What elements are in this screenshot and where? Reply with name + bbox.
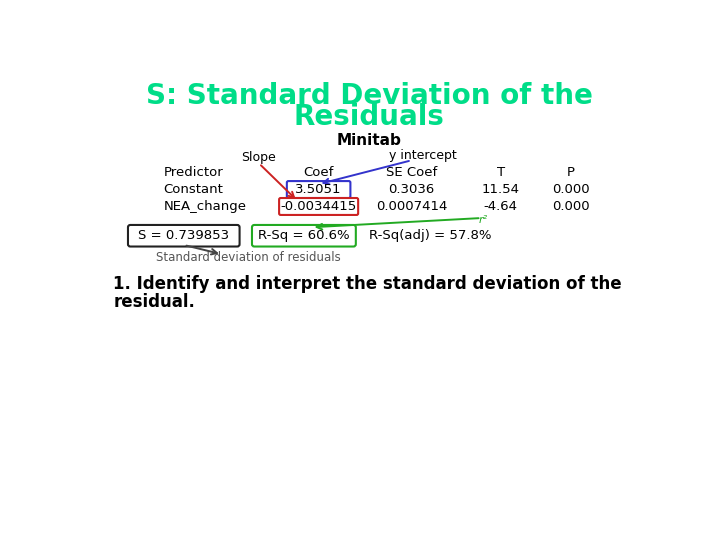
Text: S = 0.739853: S = 0.739853 xyxy=(138,230,230,242)
Text: 1. Identify and interpret the standard deviation of the: 1. Identify and interpret the standard d… xyxy=(113,275,622,293)
Text: Constant: Constant xyxy=(163,183,223,196)
Text: 0.000: 0.000 xyxy=(552,200,589,213)
Text: 11.54: 11.54 xyxy=(482,183,520,196)
Text: Coef: Coef xyxy=(303,166,334,179)
FancyBboxPatch shape xyxy=(128,225,240,247)
Text: R-Sq = 60.6%: R-Sq = 60.6% xyxy=(258,230,350,242)
Text: Predictor: Predictor xyxy=(163,166,223,179)
Text: Residuals: Residuals xyxy=(294,103,444,131)
Text: P: P xyxy=(567,166,575,179)
Text: Slope: Slope xyxy=(242,151,276,164)
FancyBboxPatch shape xyxy=(279,198,358,215)
Text: Minitab: Minitab xyxy=(336,133,402,148)
Text: -4.64: -4.64 xyxy=(484,200,518,213)
Text: residual.: residual. xyxy=(113,293,195,311)
Text: S: Standard Deviation of the: S: Standard Deviation of the xyxy=(145,82,593,110)
Text: 3.5051: 3.5051 xyxy=(295,183,342,196)
FancyBboxPatch shape xyxy=(252,225,356,247)
Text: SE Coef: SE Coef xyxy=(386,166,437,179)
Text: R-Sq(adj) = 57.8%: R-Sq(adj) = 57.8% xyxy=(369,230,492,242)
FancyBboxPatch shape xyxy=(287,181,351,198)
Text: 0.000: 0.000 xyxy=(552,183,589,196)
Text: NEA_change: NEA_change xyxy=(163,200,247,213)
Text: 0.0007414: 0.0007414 xyxy=(376,200,447,213)
Text: T: T xyxy=(497,166,505,179)
Text: r²: r² xyxy=(479,214,488,225)
Text: -0.0034415: -0.0034415 xyxy=(281,200,356,213)
Text: y intercept: y intercept xyxy=(390,149,457,162)
Text: Standard deviation of residuals: Standard deviation of residuals xyxy=(156,251,341,264)
Text: 0.3036: 0.3036 xyxy=(389,183,435,196)
